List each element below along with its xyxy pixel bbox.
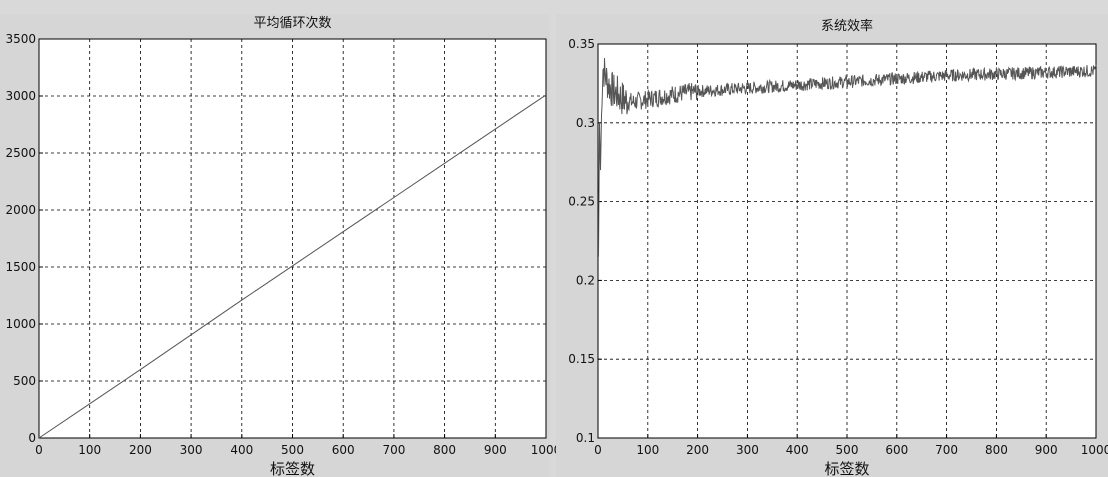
x-tick-label: 300	[180, 443, 203, 457]
right-chart: 系统效率 0 100 200 300 400 500 600 700 800 900 1000 0.1 0…	[556, 14, 1108, 477]
y-tick-label: 0	[28, 431, 36, 445]
y-tick-label: 0.3	[576, 116, 595, 130]
chart-title: 平均循环次数	[253, 15, 331, 31]
y-tick-label: 0.35	[568, 37, 595, 51]
x-tick-label: 500	[836, 443, 859, 457]
x-tick-label: 300	[736, 443, 759, 457]
x-tick-label: 0	[594, 443, 602, 457]
x-tick-label: 200	[686, 443, 709, 457]
x-tick-label: 400	[786, 443, 809, 457]
left-chart: 平均循环次数 0 100 200 300 400 500 600 700 800 900 1000 0 5…	[0, 14, 561, 477]
x-tick-label: 100	[78, 443, 101, 457]
x-tick-label: 800	[985, 443, 1008, 457]
x-tick-label: 500	[281, 443, 304, 457]
y-tick-label: 2500	[5, 146, 36, 160]
y-tick-label: 2000	[5, 203, 36, 217]
x-tick-label: 600	[332, 443, 355, 457]
x-tick-label: 900	[484, 443, 507, 457]
y-tick-label: 1000	[5, 317, 36, 331]
y-tick-label: 0.1	[576, 431, 595, 445]
x-tick-label: 100	[636, 443, 659, 457]
x-tick-label: 700	[935, 443, 958, 457]
x-tick-label: 400	[230, 443, 253, 457]
x-tick-label: 200	[129, 443, 152, 457]
x-tick-label: 0	[35, 443, 43, 457]
plot-area	[597, 43, 1097, 439]
x-tick-label: 1000	[1081, 443, 1108, 457]
x-axis-label: 标签数	[824, 460, 869, 477]
y-tick-label: 0.25	[568, 195, 595, 209]
x-axis-label: 标签数	[270, 460, 315, 477]
x-tick-label: 900	[1035, 443, 1058, 457]
x-tick-label: 1000	[531, 443, 562, 457]
y-tick-label: 3000	[5, 89, 36, 103]
x-tick-label: 700	[382, 443, 405, 457]
series-line	[598, 57, 1097, 257]
y-tick-label: 1500	[5, 260, 36, 274]
x-tick-label: 800	[433, 443, 456, 457]
series-line	[38, 94, 547, 439]
y-tick-label: 0.2	[576, 273, 595, 287]
y-tick-label: 0.15	[568, 352, 595, 366]
y-tick-label: 500	[13, 374, 36, 388]
chart-title: 系统效率	[821, 18, 873, 34]
y-tick-label: 3500	[5, 32, 36, 46]
x-tick-label: 600	[885, 443, 908, 457]
